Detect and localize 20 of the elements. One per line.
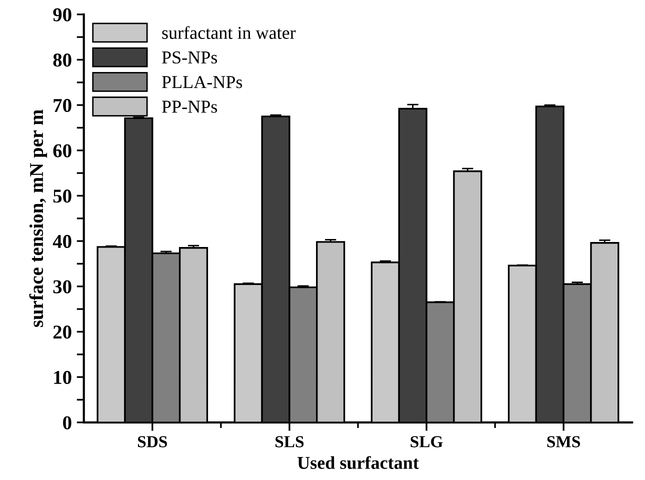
y-axis-title: surface tension, mN per m bbox=[29, 110, 48, 327]
y-tick-label: 10 bbox=[54, 370, 72, 384]
y-tick-label: 80 bbox=[53, 54, 72, 67]
y-tick-label: 90 bbox=[53, 8, 72, 22]
x-tick-label: SDS bbox=[138, 436, 167, 448]
x-axis-title: Used surfactant bbox=[297, 456, 419, 470]
y-tick-label: 70 bbox=[54, 98, 72, 112]
y-tick-label: 0 bbox=[63, 416, 72, 430]
legend-label: surfactant in water bbox=[162, 26, 296, 39]
legend-label: PS-NPs bbox=[162, 51, 218, 64]
y-tick-label: 60 bbox=[53, 144, 72, 158]
y-tick-label: 40 bbox=[52, 234, 72, 248]
x-tick-label: SLS bbox=[276, 436, 304, 448]
y-tick-label: 20 bbox=[53, 326, 72, 339]
y-tick-label: 30 bbox=[53, 280, 72, 294]
x-tick-label: SMS bbox=[547, 436, 580, 448]
legend-label: PLLA-NPs bbox=[162, 76, 242, 88]
legend-label: PP-NPs bbox=[162, 100, 218, 113]
y-tick-label: 50 bbox=[53, 190, 72, 203]
x-tick-label: SLG bbox=[410, 436, 443, 448]
